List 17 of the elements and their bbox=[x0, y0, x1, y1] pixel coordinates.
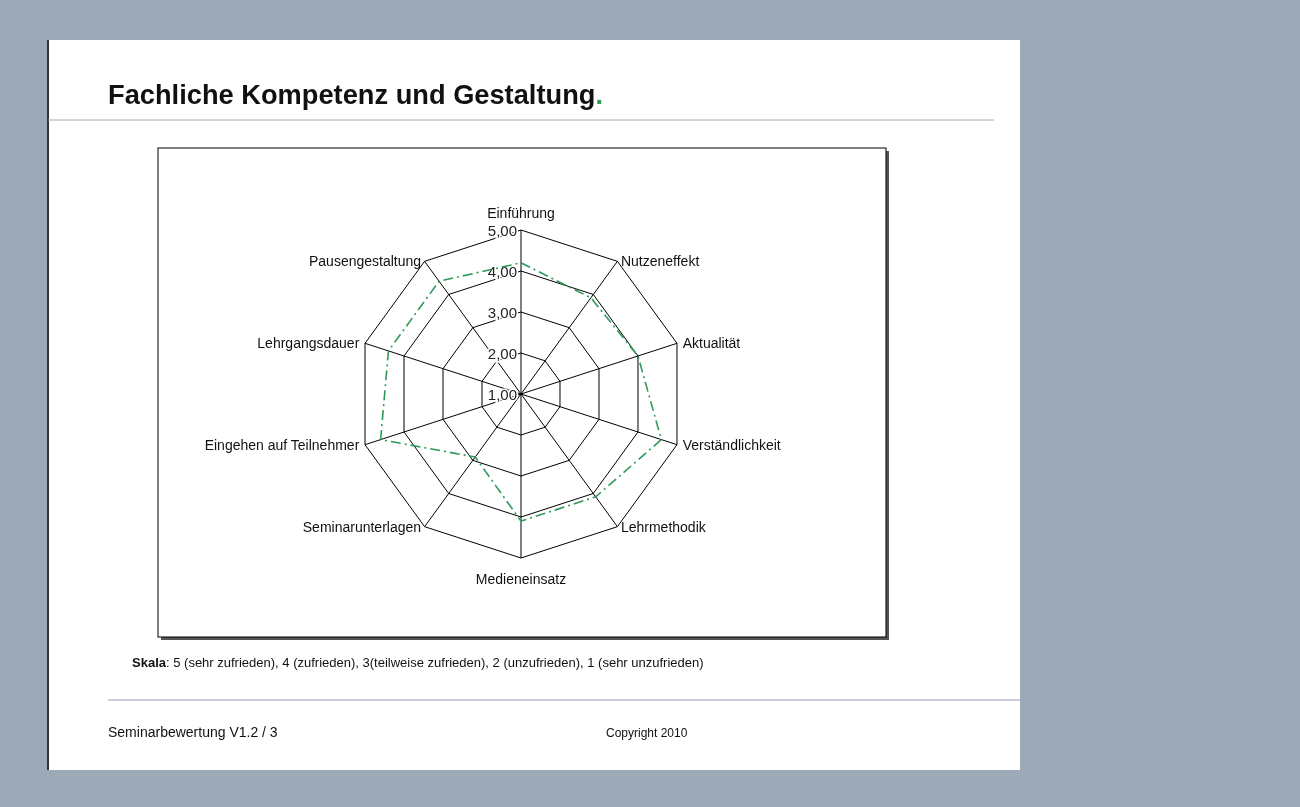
spoke-label: Medieneinsatz bbox=[475, 571, 567, 587]
y-tick-label: 5,00 bbox=[487, 222, 517, 239]
spoke-label: Einführung bbox=[487, 205, 555, 221]
chart-title: Fachliche Kompetenz und Gestaltung. bbox=[108, 80, 603, 110]
spoke-label: Seminarunterlagen bbox=[302, 518, 422, 535]
spoke-label: Aktualität bbox=[682, 335, 741, 352]
text: Seminarbewertung V1.2 / 3 bbox=[108, 724, 278, 740]
y-tick-label: 1,00 bbox=[487, 386, 517, 403]
spoke-label: Verständlichkeit bbox=[682, 436, 781, 453]
y-tick-label: 3,00 bbox=[487, 304, 517, 321]
spoke-label: Eingehen auf Teilnehmer bbox=[204, 436, 360, 453]
spoke-label: Lehrmethodik bbox=[620, 518, 707, 535]
spoke-label: Nutzeneffekt bbox=[620, 253, 700, 270]
text: Copyright 2010 bbox=[606, 726, 688, 740]
spoke-label: Lehrgangsdauer bbox=[257, 335, 360, 352]
spoke-label: Pausengestaltung bbox=[308, 253, 422, 270]
text: Skala: 5 (sehr zufrieden), 4 (zufrieden), 3(teilweise zufrieden), 2 (unzufrieden), 1 (sehr unzufrieden) bbox=[132, 655, 704, 670]
